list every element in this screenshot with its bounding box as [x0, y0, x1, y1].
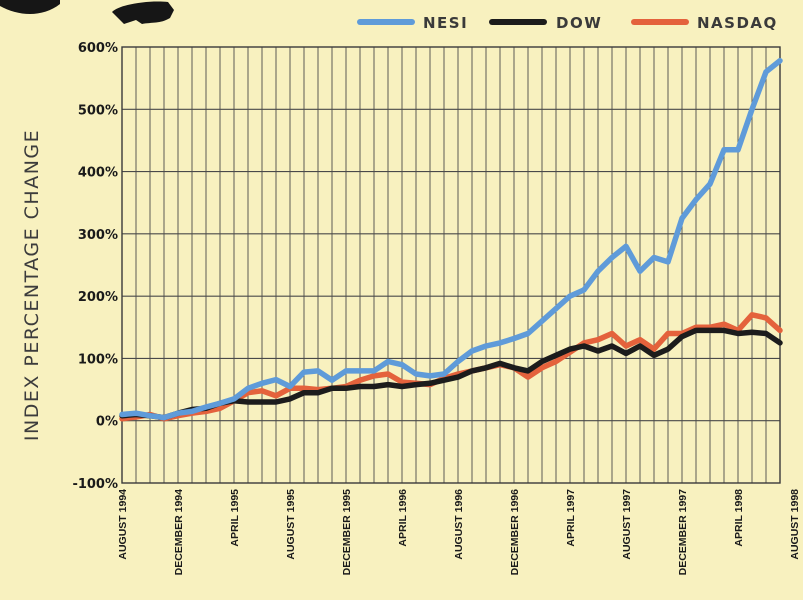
x-tick-label: DECEMBER 1997 — [677, 489, 689, 576]
x-tick-label: AUGUST 1996 — [453, 489, 465, 560]
legend-label-nasdaq: NASDAQ — [697, 14, 778, 32]
x-tick-label: AUGUST 1995 — [285, 489, 297, 560]
x-tick-label: AUGUST 1998 — [789, 489, 801, 560]
x-tick-label: AUGUST 1997 — [621, 489, 633, 560]
x-tick-label: DECEMBER 1996 — [509, 489, 521, 576]
legend: NESI DOW NASDAQ — [357, 14, 778, 32]
series-lines — [119, 57, 783, 422]
x-tick-label: APRIL 1997 — [565, 489, 577, 547]
x-tick-label: DECEMBER 1994 — [173, 489, 185, 576]
y-tick-label: 100% — [78, 352, 118, 367]
y-tick-label: 300% — [78, 228, 118, 243]
y-tick-label: 600% — [78, 41, 118, 56]
y-tick-label: 200% — [78, 290, 118, 305]
legend-label-nesi: NESI — [423, 14, 468, 32]
y-tick-label: 500% — [78, 103, 118, 118]
y-axis-ticks: 600% 500% 400% 300% 200% 100% 0% -100% — [72, 41, 118, 492]
chart-grid — [121, 46, 781, 484]
plot-frame — [121, 46, 781, 484]
x-tick-label: APRIL 1995 — [229, 489, 241, 547]
y-tick-label: 0% — [96, 415, 118, 430]
y-axis-label: INDEX PERCENTAGE CHANGE — [21, 129, 43, 441]
series-line-nesi — [119, 57, 783, 421]
x-axis-ticks: AUGUST 1994 DECEMBER 1994 APRIL 1995 AUGUST… — [117, 489, 801, 576]
logo-fragment-icon — [0, 0, 174, 24]
y-tick-label: -100% — [72, 477, 118, 492]
x-tick-label: AUGUST 1994 — [117, 489, 129, 560]
x-tick-label: APRIL 1996 — [397, 489, 409, 547]
x-tick-label: APRIL 1998 — [733, 489, 745, 547]
y-tick-label: 400% — [78, 166, 118, 181]
legend-label-dow: DOW — [556, 14, 602, 32]
x-tick-label: DECEMBER 1995 — [341, 489, 353, 576]
